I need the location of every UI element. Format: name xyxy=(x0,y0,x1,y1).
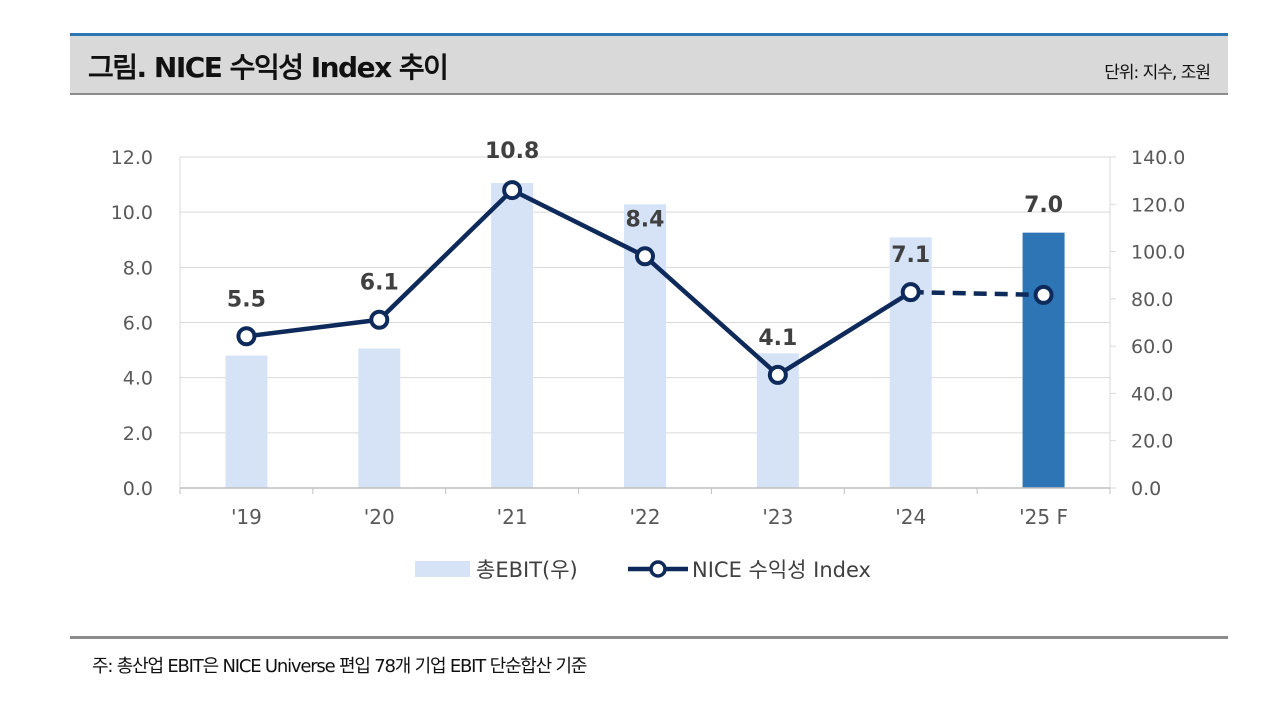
chart-header: 그림. NICE 수익성 Index 추이 단위: 지수, 조원 xyxy=(70,33,1228,95)
index-point xyxy=(900,282,921,303)
x-tick-label: '20 xyxy=(364,505,395,529)
index-point xyxy=(1033,284,1054,305)
x-tick-label: '23 xyxy=(762,505,793,529)
x-tick-label: '19 xyxy=(231,505,262,529)
y-left-tick-label: 0.0 xyxy=(123,478,153,500)
y-right-tick-label: 40.0 xyxy=(1131,383,1173,405)
x-tick-label: '25 F xyxy=(1019,505,1068,529)
data-label: 6.1 xyxy=(360,271,399,296)
footer-divider xyxy=(70,636,1228,639)
data-label: 7.1 xyxy=(891,243,930,268)
y-left-tick-label: 12.0 xyxy=(111,147,153,169)
index-line xyxy=(246,187,912,378)
footnote: 주: 총산업 EBIT은 NICE Universe 편입 78개 기업 EBI… xyxy=(92,656,587,677)
index-point xyxy=(635,246,655,267)
x-tick-label: '24 xyxy=(895,505,926,529)
legend: 총EBIT(우) NICE 수익성 Index xyxy=(415,558,871,582)
x-tick-label: '21 xyxy=(497,505,528,529)
data-label: 5.5 xyxy=(227,287,266,312)
combo-chart: 0.0 2.0 4.0 6.0 8.0 10.0 12.0 0.0 20.0 40.0 60.0 80… xyxy=(111,139,1186,582)
x-tick-label: '22 xyxy=(630,505,661,529)
y-left-tick-label: 2.0 xyxy=(123,423,153,445)
bar xyxy=(491,183,534,488)
index-point xyxy=(236,326,257,347)
data-label: 8.4 xyxy=(626,207,665,232)
data-label: 10.8 xyxy=(485,139,539,164)
y-right-tick-label: 60.0 xyxy=(1131,336,1173,358)
bar xyxy=(889,237,932,488)
y-right-tick-label: 0.0 xyxy=(1131,478,1161,500)
index-line-forecast xyxy=(910,289,1044,298)
y-left-tick-label: 6.0 xyxy=(123,313,153,335)
y-left-tick-label: 10.0 xyxy=(111,202,153,224)
legend-line-marker xyxy=(649,560,667,578)
y-left-tick-label: 8.0 xyxy=(123,257,153,279)
index-point xyxy=(502,180,523,201)
label-layer: 5.5 6.1 10.8 8.4 4.1 7.1 7.0 xyxy=(227,139,1063,351)
data-label: 4.1 xyxy=(758,326,797,351)
unit-label: 단위: 지수, 조원 xyxy=(1104,63,1211,83)
data-label: 7.0 xyxy=(1024,193,1063,218)
y-right-tick-label: 100.0 xyxy=(1131,242,1185,264)
y-right-tick-label: 140.0 xyxy=(1131,147,1185,169)
axis-layer: 0.0 2.0 4.0 6.0 8.0 10.0 12.0 0.0 20.0 40.0 60.0 80… xyxy=(111,147,1186,529)
index-point xyxy=(767,364,788,385)
index-point xyxy=(369,309,390,330)
bar xyxy=(1022,232,1065,488)
y-right-tick-label: 20.0 xyxy=(1131,431,1173,453)
line-layer xyxy=(236,180,1054,385)
y-left-tick-label: 4.0 xyxy=(123,368,153,390)
legend-bar-label: 총EBIT(우) xyxy=(476,558,578,582)
legend-bar-swatch xyxy=(415,561,470,577)
chart-title: 그림. NICE 수익성 Index 추이 xyxy=(88,51,449,84)
bar xyxy=(225,355,268,488)
y-right-tick-label: 120.0 xyxy=(1131,194,1185,216)
y-right-tick-label: 80.0 xyxy=(1131,289,1173,311)
legend-line-label: NICE 수익성 Index xyxy=(692,558,871,582)
bar xyxy=(358,348,401,488)
